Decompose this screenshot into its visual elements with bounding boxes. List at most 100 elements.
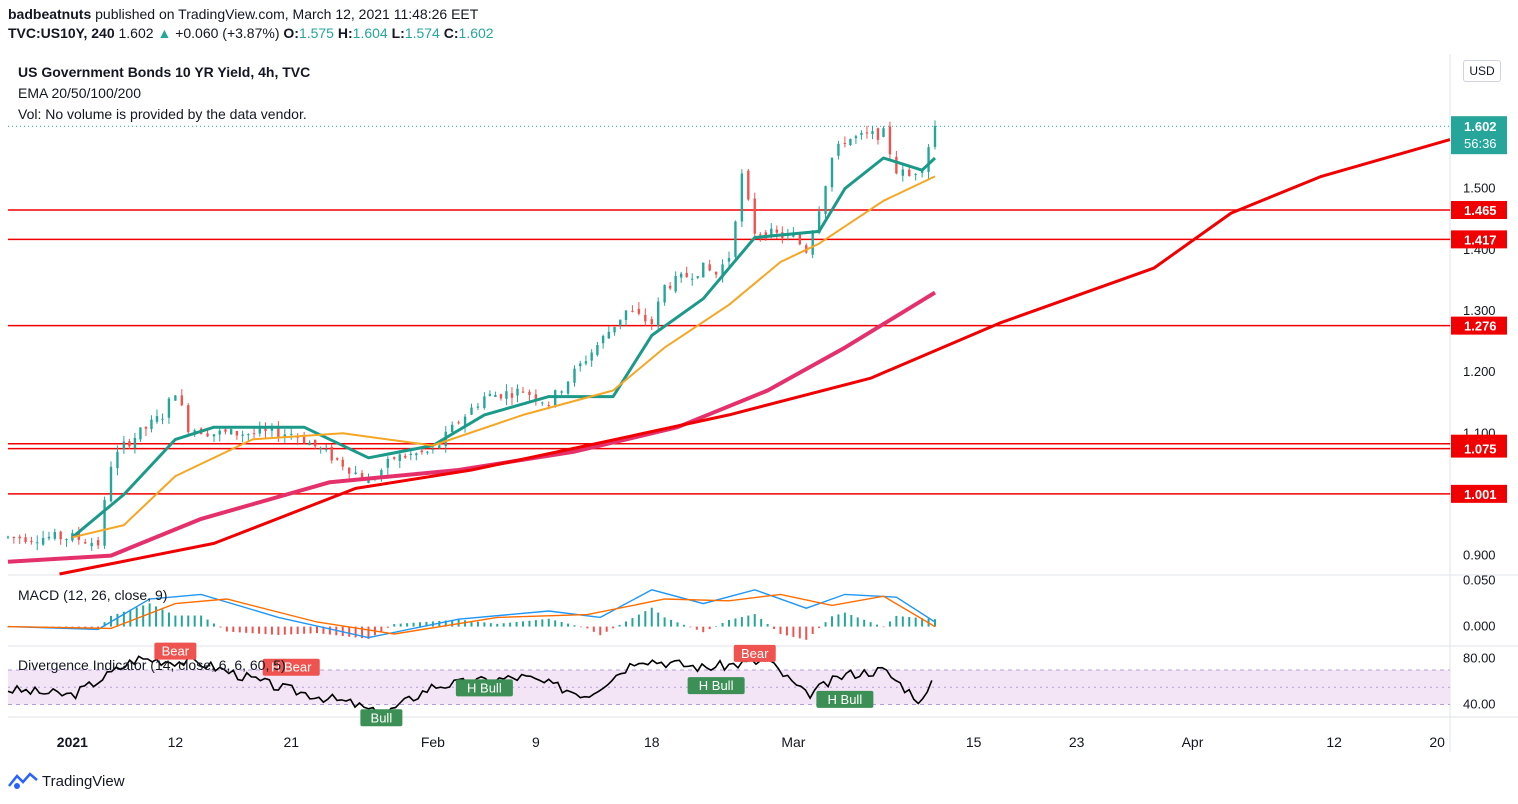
- candle-body[interactable]: [914, 173, 917, 175]
- candle-body[interactable]: [691, 278, 694, 280]
- candle-body[interactable]: [283, 434, 287, 438]
- candle-body[interactable]: [534, 394, 538, 401]
- candle-body[interactable]: [420, 450, 424, 453]
- candle-body[interactable]: [734, 221, 737, 257]
- candle-body[interactable]: [644, 314, 647, 322]
- candle-body[interactable]: [721, 264, 724, 278]
- candle-body[interactable]: [656, 301, 660, 327]
- candle-body[interactable]: [155, 416, 159, 422]
- candle-body[interactable]: [47, 536, 51, 539]
- candle-body[interactable]: [224, 429, 227, 432]
- candle-body[interactable]: [109, 466, 113, 502]
- candle-body[interactable]: [817, 211, 821, 233]
- candle-body[interactable]: [144, 426, 148, 429]
- candle-body[interactable]: [398, 454, 401, 461]
- candle-body[interactable]: [18, 536, 21, 539]
- candle-body[interactable]: [41, 537, 45, 545]
- candle-body[interactable]: [90, 542, 93, 547]
- candle-body[interactable]: [596, 344, 599, 355]
- candle-body[interactable]: [888, 126, 892, 155]
- candle-body[interactable]: [830, 157, 834, 188]
- candle-body[interactable]: [933, 126, 937, 147]
- candle-body[interactable]: [415, 453, 418, 456]
- candle-body[interactable]: [685, 272, 688, 278]
- candle-body[interactable]: [438, 445, 441, 449]
- candle-body[interactable]: [235, 431, 239, 436]
- candle-body[interactable]: [679, 273, 683, 278]
- candle-body[interactable]: [128, 441, 131, 447]
- candle-body[interactable]: [837, 143, 840, 156]
- candle-body[interactable]: [505, 391, 508, 399]
- candle-body[interactable]: [24, 537, 27, 542]
- candle-body[interactable]: [457, 422, 460, 424]
- candle-body[interactable]: [775, 229, 779, 233]
- candle-body[interactable]: [187, 405, 190, 433]
- candle-body[interactable]: [450, 424, 454, 433]
- candle-body[interactable]: [792, 234, 795, 237]
- candle-body[interactable]: [619, 319, 622, 326]
- candle-body[interactable]: [53, 531, 57, 539]
- candle-body[interactable]: [161, 418, 164, 420]
- candle-body[interactable]: [277, 428, 280, 438]
- candle-body[interactable]: [180, 395, 184, 406]
- candle-body[interactable]: [404, 455, 407, 458]
- candle-body[interactable]: [330, 446, 333, 461]
- candle-body[interactable]: [122, 441, 126, 450]
- candle-body[interactable]: [499, 394, 503, 399]
- candle-body[interactable]: [380, 470, 383, 478]
- candle-body[interactable]: [601, 336, 605, 344]
- price-pane[interactable]: [6, 120, 1451, 576]
- candle-body[interactable]: [560, 391, 563, 393]
- candle-body[interactable]: [871, 131, 874, 135]
- candle-body[interactable]: [811, 232, 814, 255]
- candle-body[interactable]: [409, 453, 413, 456]
- candle-body[interactable]: [483, 396, 486, 409]
- candle-body[interactable]: [895, 156, 898, 174]
- candle-body[interactable]: [341, 459, 344, 467]
- candle-body[interactable]: [708, 264, 711, 271]
- candle-body[interactable]: [426, 451, 429, 453]
- candle-body[interactable]: [264, 428, 267, 432]
- candle-body[interactable]: [753, 198, 756, 234]
- macd-pane[interactable]: [7, 589, 936, 640]
- candle-body[interactable]: [613, 326, 616, 333]
- candle-body[interactable]: [663, 285, 666, 303]
- candle-body[interactable]: [258, 428, 261, 434]
- candle-body[interactable]: [759, 234, 762, 236]
- candle-body[interactable]: [674, 275, 677, 292]
- candle-body[interactable]: [727, 258, 731, 262]
- candle-body[interactable]: [6, 536, 10, 538]
- candle-body[interactable]: [541, 402, 544, 404]
- divergence-pane[interactable]: Bear H Bear Bull H Bull Bear H Bull H Bull: [7, 642, 1450, 727]
- candle-body[interactable]: [367, 479, 370, 483]
- candle-body[interactable]: [476, 406, 480, 408]
- candle-body[interactable]: [579, 363, 582, 367]
- candle-body[interactable]: [488, 393, 492, 396]
- candle-body[interactable]: [740, 173, 744, 222]
- candle-body[interactable]: [252, 433, 256, 435]
- candle-body[interactable]: [547, 405, 550, 407]
- currency-button[interactable]: USD: [1463, 60, 1501, 82]
- author-name[interactable]: badbeatnuts: [8, 6, 92, 22]
- candle-body[interactable]: [901, 169, 905, 176]
- candle-body[interactable]: [843, 143, 847, 145]
- candle-body[interactable]: [631, 310, 634, 312]
- candle-body[interactable]: [696, 276, 699, 278]
- candle-body[interactable]: [854, 136, 858, 139]
- ema-line[interactable]: [71, 156, 937, 539]
- candle-body[interactable]: [241, 434, 244, 436]
- candle-body[interactable]: [590, 352, 593, 361]
- candle-body[interactable]: [174, 395, 177, 401]
- candle-body[interactable]: [116, 451, 119, 469]
- candle-body[interactable]: [30, 540, 33, 542]
- candle-body[interactable]: [12, 536, 16, 538]
- candle-body[interactable]: [65, 538, 68, 541]
- candle-body[interactable]: [302, 436, 306, 444]
- candle-body[interactable]: [133, 437, 137, 449]
- candle-body[interactable]: [393, 457, 396, 459]
- candle-body[interactable]: [313, 439, 317, 447]
- candle-body[interactable]: [510, 393, 514, 398]
- candle-body[interactable]: [218, 430, 221, 435]
- candle-body[interactable]: [463, 416, 467, 426]
